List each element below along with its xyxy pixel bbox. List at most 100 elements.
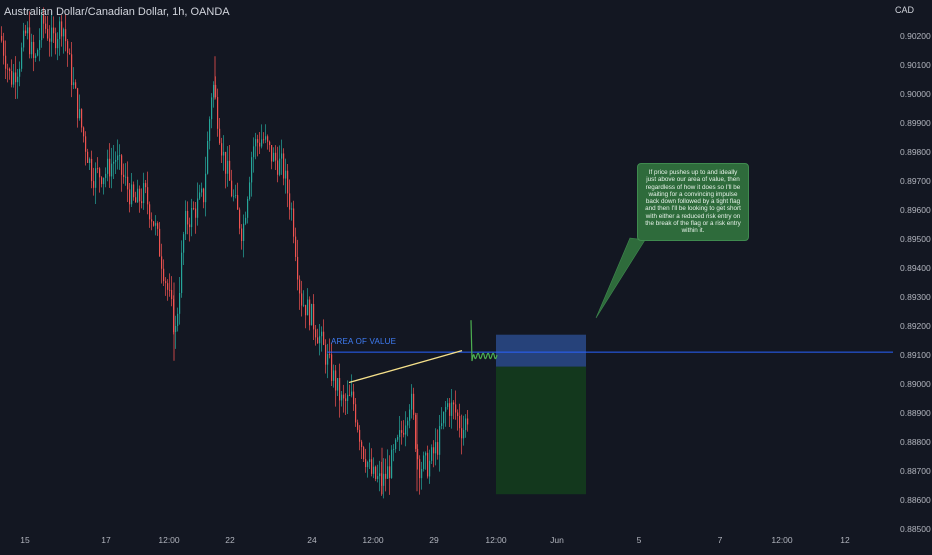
candle-body [75,82,77,89]
candle-body [189,224,191,228]
candle-body [9,68,11,72]
candle-body [47,28,49,39]
time-tick-label: Jun [550,535,564,545]
candle-body [257,139,259,143]
candle-body [359,429,361,442]
candle-body [217,97,219,129]
candle-body [341,394,343,401]
candle-body [171,290,173,300]
candle-body [467,418,469,425]
candle-body [233,195,235,197]
candle-body [81,109,83,128]
candle-body [215,84,217,98]
candle-body [187,211,189,225]
time-tick-label: 12:00 [771,535,793,545]
candle-body [43,15,45,24]
candle-body [109,158,111,177]
candle-body [51,27,53,42]
candle-body [385,473,387,479]
candle-body [131,184,133,205]
candle-body [261,139,263,147]
candle-body [183,234,185,253]
candle-body [121,155,123,175]
candle-body [251,157,253,183]
candle-body [67,41,69,54]
candle-body [311,303,313,326]
time-tick-label: 15 [20,535,30,545]
candle-body [137,188,139,203]
candle-body [191,208,193,228]
candle-body [33,41,35,58]
price-tick-label: 0.89600 [900,205,931,215]
candle-body [25,30,27,34]
candle-body [89,158,91,163]
candle-body [133,184,135,198]
candle-body [37,49,39,56]
candle-body [31,41,33,55]
candle-body [295,236,297,257]
candle-body [315,329,317,338]
candle-body [427,452,429,477]
candle-body [437,442,439,455]
candle-body [143,183,145,204]
candle-body [419,459,421,479]
candle-body [159,228,161,257]
candle-body [357,422,359,430]
candle-body [213,84,215,98]
candle-body [409,409,411,421]
candles-group [1,7,469,499]
candle-body [269,141,271,145]
time-axis: 15 17 12:00 22 24 12:00 29 12:00 Jun 5 7 12:00 12 [20,535,850,545]
candle-body [279,158,281,175]
price-tick-label: 0.89800 [900,147,931,157]
candle-body [399,430,401,438]
candle-body [435,442,437,454]
candle-body [177,313,179,326]
candle-body [203,188,205,203]
candle-body [339,378,341,401]
candle-body [193,208,195,209]
candle-body [273,152,275,162]
candle-body [219,128,221,144]
area-of-value-label[interactable]: AREA OF VALUE [331,337,397,346]
candle-body [441,423,443,427]
symbol-title[interactable]: Australian Dollar/Canadian Dollar, 1h, O… [4,6,230,18]
candle-body [413,393,415,415]
candle-body [201,188,203,193]
candle-body [323,331,325,345]
candle-body [125,176,127,178]
trade-plan-note[interactable]: If price pushes up to and ideally just a… [637,163,749,241]
candle-body [237,195,239,210]
candle-body [397,437,399,440]
candle-body [123,174,125,177]
candle-body [389,466,391,478]
candle-body [255,139,257,147]
stop-loss-zone [496,334,586,367]
candle-body [179,293,181,314]
candle-body [461,428,463,439]
candle-body [77,88,79,119]
candle-body [345,398,347,401]
candle-body [401,430,403,433]
candle-body [5,55,7,69]
candle-body [373,466,375,474]
candle-body [343,394,345,399]
price-tick-label: 0.90000 [900,89,931,99]
candle-body [387,466,389,479]
candle-body [21,47,23,69]
candle-body [455,404,457,413]
candle-body [197,198,199,218]
candle-body [71,54,73,86]
price-tick-label: 0.90100 [900,60,931,70]
candle-body [291,208,293,210]
candle-body [181,252,183,294]
candle-body [61,21,63,37]
price-tick-label: 0.88700 [900,466,931,476]
candle-body [463,430,465,439]
candle-body [281,153,283,159]
candle-body [245,217,247,224]
candle-body [1,36,3,41]
candle-body [289,193,291,210]
